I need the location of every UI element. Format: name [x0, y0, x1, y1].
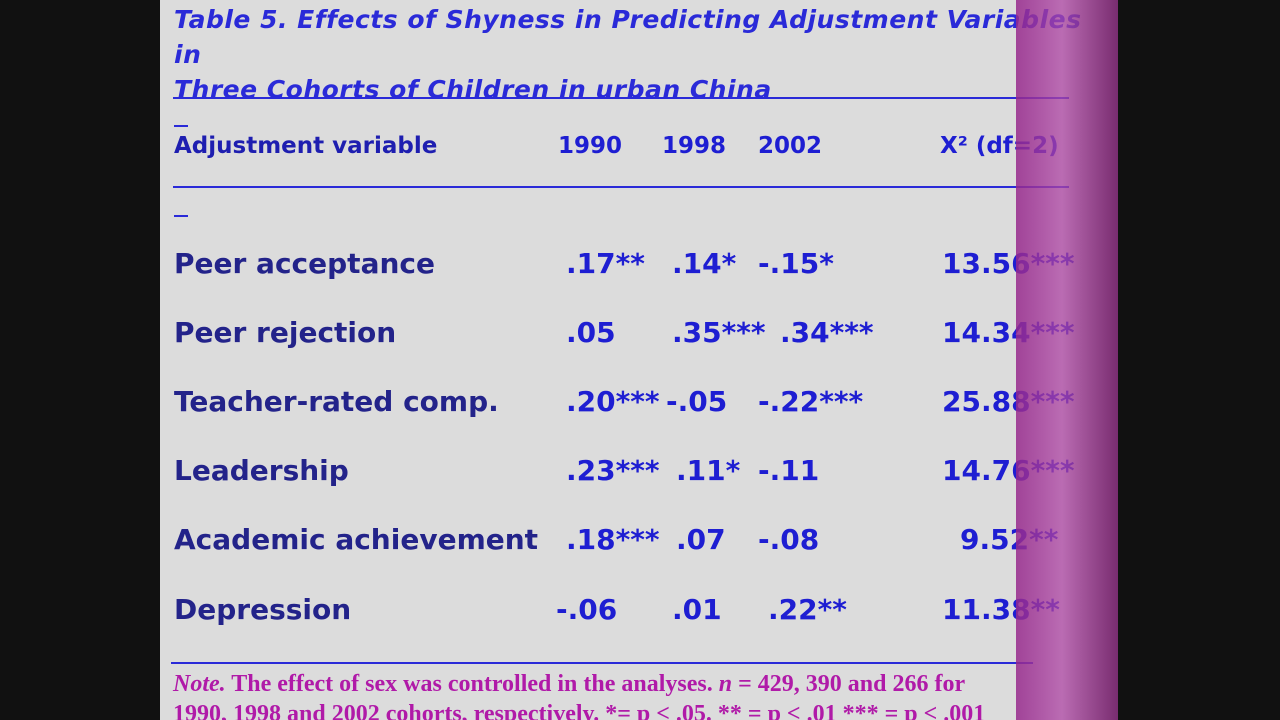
table-row: Peer acceptance .17** .14* -.15* 13.56**… — [160, 244, 1118, 284]
note-line-2: 1990, 1998 and 2002 cohorts, respectivel… — [173, 701, 986, 720]
cell-1998: .11* — [676, 454, 741, 487]
header-1998: 1998 — [662, 133, 727, 159]
table-title: Table 5. Effects of Shyness in Predictin… — [174, 2, 1104, 107]
table-row: Leadership .23*** .11* -.11 14.76*** — [160, 451, 1118, 491]
cell-2002: -.22*** — [758, 385, 864, 418]
row-label: Leadership — [174, 454, 349, 487]
row-label: Depression — [174, 593, 352, 626]
cell-2002: .34*** — [780, 316, 874, 349]
cell-1998: .07 — [676, 523, 726, 556]
title-line-2: Three Cohorts of Children in urban China — [174, 75, 772, 104]
dash-mark — [174, 125, 188, 127]
cell-1998: .35*** — [672, 316, 766, 349]
table-row: Academic achievement .18*** .07 -.08 9.5… — [160, 520, 1118, 560]
note-label: Note. — [173, 671, 226, 697]
row-label: Peer rejection — [174, 316, 397, 349]
note-text-rest: = 429, 390 and 266 for — [738, 671, 966, 697]
cell-1998: -.05 — [666, 385, 728, 418]
cell-1990: .20*** — [566, 385, 660, 418]
top-rule — [173, 97, 1069, 99]
row-label: Peer acceptance — [174, 247, 435, 280]
row-label: Teacher-rated comp. — [174, 385, 499, 418]
header-variable: Adjustment variable — [174, 133, 438, 159]
table-row: Peer rejection .05 .35*** .34*** 14.34**… — [160, 313, 1118, 353]
cell-1990: -.06 — [556, 593, 618, 626]
cell-2002: -.11 — [758, 454, 820, 487]
table-note: Note. The effect of sex was controlled i… — [173, 669, 1113, 720]
cell-2002: .22** — [768, 593, 847, 626]
header-rule — [173, 186, 1069, 188]
table-row: Teacher-rated comp. .20*** -.05 -.22*** … — [160, 382, 1118, 422]
table-row: Depression -.06 .01 .22** 11.38** — [160, 590, 1118, 630]
note-text: The effect of sex was controlled in the … — [231, 671, 713, 697]
decorative-stripe — [1016, 0, 1118, 720]
dash-mark — [174, 215, 188, 217]
cell-1990: .18*** — [566, 523, 660, 556]
bottom-rule — [171, 662, 1033, 664]
slide: Table 5. Effects of Shyness in Predictin… — [160, 0, 1118, 720]
row-label: Academic achievement — [174, 523, 539, 556]
cell-1990: .17** — [566, 247, 645, 280]
cell-1990: .05 — [566, 316, 616, 349]
cell-2002: -.15* — [758, 247, 834, 280]
cell-1998: .14* — [672, 247, 737, 280]
header-1990: 1990 — [558, 133, 623, 159]
cell-1998: .01 — [672, 593, 722, 626]
note-n: n — [718, 671, 733, 697]
header-2002: 2002 — [758, 133, 823, 159]
title-line-1: Table 5. Effects of Shyness in Predictin… — [174, 5, 1082, 69]
cell-2002: -.08 — [758, 523, 820, 556]
note-line-1: Note. The effect of sex was controlled i… — [173, 669, 1113, 699]
cell-1990: .23*** — [566, 454, 660, 487]
